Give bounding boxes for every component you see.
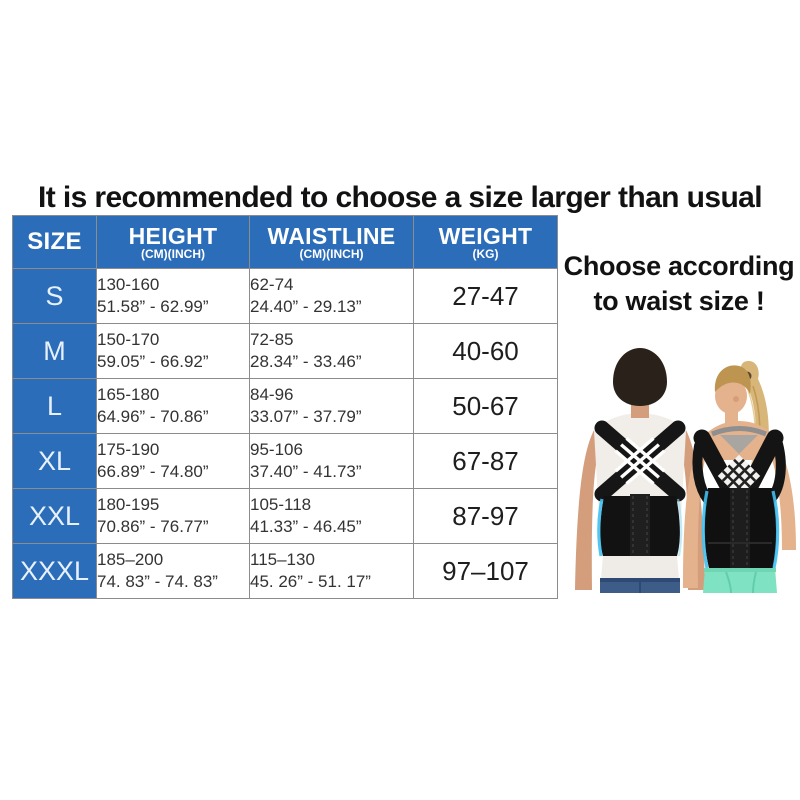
waistline-cell: 105-118 41.33” - 46.45” — [249, 488, 414, 544]
height-cell: 175-190 66.89” - 74.80” — [96, 433, 250, 489]
weight-cell: 40-60 — [413, 323, 558, 379]
header-sub-waistline: (CM)(INCH) — [299, 247, 364, 261]
size-label: L — [12, 378, 97, 434]
page-title: It is recommended to choose a size large… — [37, 181, 763, 215]
side-note-line2: to waist size ! — [593, 286, 765, 316]
header-sub-height: (CM)(INCH) — [141, 247, 205, 261]
weight-cell: 50-67 — [413, 378, 558, 434]
table-row: M 150-170 59.05” - 66.92” 72-85 28.34” - 33.… — [12, 323, 558, 379]
table-row: XXXL 185–200 74. 83” - 74. 83” 115–130 45. 2… — [12, 543, 558, 599]
col-header-weight: WEIGHT (KG) — [413, 215, 558, 269]
header-label-height: HEIGHT — [128, 223, 218, 249]
height-cell: 150-170 59.05” - 66.92” — [96, 323, 250, 379]
waistline-cell: 72-85 28.34” - 33.46” — [249, 323, 414, 379]
woman-hair — [714, 365, 751, 394]
height-cell: 180-195 70.86” - 76.77” — [96, 488, 250, 544]
waistline-cell: 95-106 37.40” - 41.73” — [249, 433, 414, 489]
weight-cell: 67-87 — [413, 433, 558, 489]
table-row: L 165-180 64.96” - 70.86” 84-96 33.07” - 37.… — [12, 378, 558, 434]
side-note: Choose according to waist size ! — [558, 249, 800, 319]
size-chart-table: SIZE HEIGHT (CM)(INCH) WAISTLINE (CM)(IN… — [12, 215, 558, 599]
header-label-size: SIZE — [27, 228, 82, 255]
waistline-cell: 62-74 24.40” - 29.13” — [249, 268, 414, 324]
size-label: XXXL — [12, 543, 97, 599]
table-row: XXL 180-195 70.86” - 76.77” 105-118 41.33” -… — [12, 488, 558, 544]
col-header-height: HEIGHT (CM)(INCH) — [96, 215, 250, 269]
weight-cell: 87-97 — [413, 488, 558, 544]
height-cell: 130-160 51.58” - 62.99” — [96, 268, 250, 324]
col-header-size: SIZE — [12, 215, 97, 269]
table-header-row: SIZE HEIGHT (CM)(INCH) WAISTLINE (CM)(IN… — [12, 215, 558, 269]
waistline-cell: 115–130 45. 26” - 51. 17” — [249, 543, 414, 599]
man-brace-weave — [614, 437, 666, 485]
size-chart-body: S 130-160 51.58” - 62.99” 62-74 24.40” - 29.… — [12, 268, 558, 599]
size-label: S — [12, 268, 97, 324]
man-figure — [575, 348, 705, 593]
col-header-waistline: WAISTLINE (CM)(INCH) — [249, 215, 414, 269]
waistline-cell: 84-96 33.07” - 37.79” — [249, 378, 414, 434]
man-hair — [613, 348, 667, 406]
height-cell: 185–200 74. 83” - 74. 83” — [96, 543, 250, 599]
size-label: M — [12, 323, 97, 379]
size-label: XXL — [12, 488, 97, 544]
table-row: S 130-160 51.58” - 62.99” 62-74 24.40” - 29.… — [12, 268, 558, 324]
weight-cell: 27-47 — [413, 268, 558, 324]
product-photo — [575, 348, 796, 593]
height-cell: 165-180 64.96” - 70.86” — [96, 378, 250, 434]
weight-cell: 97–107 — [413, 543, 558, 599]
woman-leggings — [703, 568, 777, 593]
side-note-line1: Choose according — [563, 251, 795, 281]
table-row: XL 175-190 66.89” - 74.80” 95-106 37.40” - 4… — [12, 433, 558, 489]
header-label-weight: WEIGHT — [438, 223, 533, 249]
header-label-waistline: WAISTLINE — [267, 223, 396, 249]
size-label: XL — [12, 433, 97, 489]
header-sub-weight: (KG) — [472, 247, 499, 261]
